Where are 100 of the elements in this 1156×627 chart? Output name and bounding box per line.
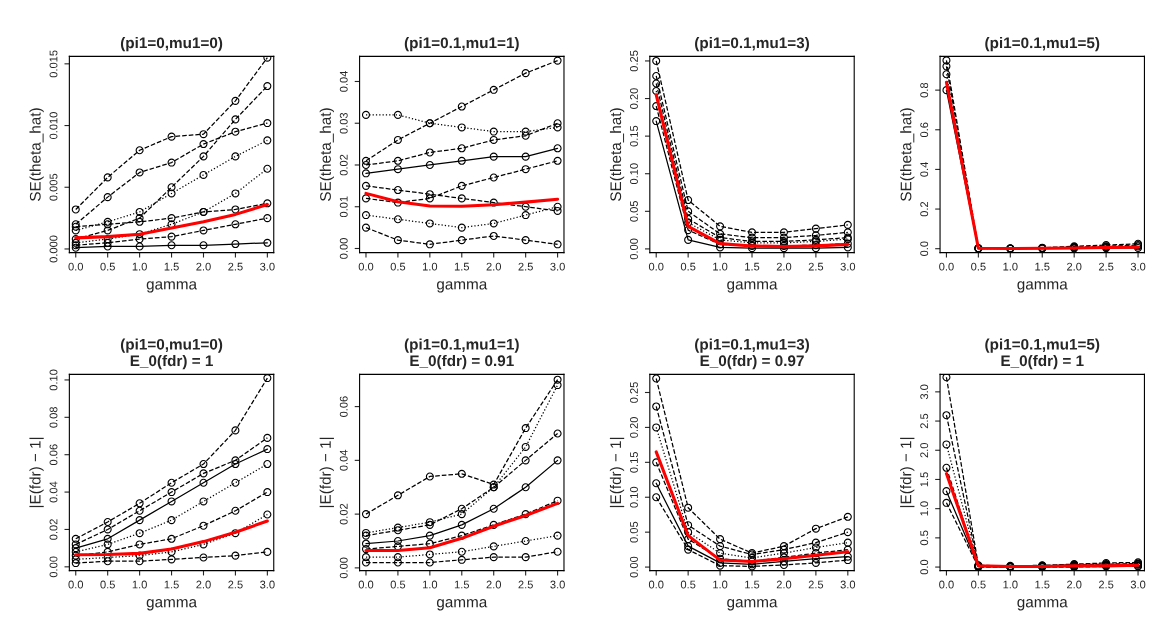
chart-title: (pi1=0.1,mu1=1) bbox=[404, 37, 519, 52]
x-tick-label: 2.5 bbox=[518, 580, 533, 589]
y-tick-label: 0.08 bbox=[49, 406, 58, 428]
x-axis-title: gamma bbox=[727, 599, 778, 611]
x-tick-label: 3.0 bbox=[1130, 262, 1146, 271]
x-tick-label: 2.0 bbox=[196, 262, 211, 271]
x-tick-label: 1.5 bbox=[164, 580, 179, 589]
x-tick-label: 2.5 bbox=[1098, 580, 1114, 589]
y-tick-label: 0.06 bbox=[339, 396, 348, 417]
x-tick-label: 1.0 bbox=[713, 262, 728, 271]
y-tick-label: 1.5 bbox=[920, 472, 929, 487]
y-tick-label: 0.20 bbox=[630, 88, 638, 109]
y-tick-label: 0.4 bbox=[920, 162, 929, 177]
x-tick-label: 2.5 bbox=[228, 580, 243, 589]
x-tick-label: 0.5 bbox=[971, 580, 986, 589]
x-tick-label: 2.0 bbox=[776, 262, 792, 271]
y-axis-title: SE(theta_hat) bbox=[609, 108, 625, 201]
x-tick-label: 1.0 bbox=[1003, 580, 1018, 589]
x-axis-title: gamma bbox=[436, 599, 488, 611]
x-tick-label: 3.0 bbox=[260, 262, 275, 271]
y-axis-title: SE(theta_hat) bbox=[29, 108, 44, 201]
y-tick-label: 0.6 bbox=[920, 122, 929, 138]
x-axis-title: gamma bbox=[727, 281, 778, 293]
y-tick-label: 0.00 bbox=[49, 556, 58, 578]
y-tick-label: 0.20 bbox=[630, 417, 638, 438]
y-tick-label: 0.5 bbox=[920, 530, 929, 546]
x-tick-label: 0.0 bbox=[68, 580, 84, 589]
x-tick-label: 0.0 bbox=[358, 262, 374, 271]
x-tick-label: 1.5 bbox=[164, 262, 179, 271]
x-tick-label: 3.0 bbox=[840, 262, 856, 271]
y-tick-label: 0.25 bbox=[630, 382, 638, 403]
x-tick-label: 2.0 bbox=[196, 580, 211, 589]
x-tick-label: 0.5 bbox=[100, 262, 115, 271]
y-tick-label: 0.02 bbox=[49, 519, 58, 540]
x-tick-label: 2.0 bbox=[1067, 262, 1082, 271]
y-tick-label: 0.15 bbox=[630, 125, 638, 147]
x-tick-label: 2.0 bbox=[486, 262, 502, 271]
x-tick-label: 3.0 bbox=[260, 580, 275, 589]
y-tick-label: 0.0 bbox=[920, 559, 929, 575]
y-tick-label: 0.04 bbox=[339, 449, 348, 471]
x-tick-label: 3.0 bbox=[550, 580, 565, 589]
chart-title: (pi1=0.1,mu1=5) E_0(fdr) = 1 bbox=[985, 338, 1100, 370]
x-tick-label: 2.0 bbox=[486, 580, 502, 589]
x-axis-title: gamma bbox=[1017, 281, 1068, 293]
x-tick-label: 0.0 bbox=[358, 580, 374, 589]
y-axis-title: |E(fdr) − 1| bbox=[29, 437, 44, 508]
y-tick-label: 0.05 bbox=[630, 200, 638, 222]
y-tick-label: 3.0 bbox=[920, 384, 929, 400]
y-axis-title: SE(theta_hat) bbox=[900, 108, 915, 201]
chart-title: (pi1=0,mu1=0) E_0(fdr) = 1 bbox=[120, 338, 223, 370]
x-tick-label: 1.0 bbox=[1003, 262, 1018, 271]
chart-title: (pi1=0,mu1=0) bbox=[120, 37, 223, 52]
x-tick-label: 0.5 bbox=[100, 580, 115, 589]
chart-title: (pi1=0.1,mu1=3) bbox=[695, 37, 809, 52]
y-tick-label: 0.010 bbox=[49, 112, 58, 140]
x-tick-label: 0.0 bbox=[939, 262, 954, 271]
y-tick-label: 2.5 bbox=[920, 413, 929, 429]
chart-title: (pi1=0.1,mu1=3) E_0(fdr) = 0.97 bbox=[695, 338, 809, 370]
x-tick-label: 1.0 bbox=[422, 262, 438, 271]
y-tick-label: 0.04 bbox=[49, 481, 58, 503]
x-tick-label: 3.0 bbox=[840, 580, 856, 589]
x-tick-label: 0.5 bbox=[390, 580, 406, 589]
y-tick-label: 0.03 bbox=[339, 112, 348, 134]
y-tick-label: 0.00 bbox=[630, 238, 638, 260]
x-tick-label: 1.5 bbox=[745, 262, 760, 271]
y-tick-label: 0.8 bbox=[920, 82, 929, 98]
chart-title: (pi1=0.1,mu1=5) bbox=[985, 37, 1100, 52]
x-tick-label: 2.5 bbox=[808, 580, 824, 589]
x-tick-label: 1.0 bbox=[132, 580, 147, 589]
y-tick-label: 0.00 bbox=[339, 238, 348, 259]
x-tick-label: 2.5 bbox=[808, 262, 824, 271]
y-tick-label: 0.00 bbox=[339, 557, 348, 579]
y-tick-label: 0.05 bbox=[630, 521, 638, 543]
y-tick-label: 0.0 bbox=[920, 241, 929, 256]
x-axis-title: gamma bbox=[436, 281, 488, 293]
x-tick-label: 1.5 bbox=[1035, 580, 1050, 589]
y-tick-label: 0.15 bbox=[630, 451, 638, 473]
y-tick-label: 0.01 bbox=[339, 196, 348, 218]
x-tick-label: 1.0 bbox=[132, 262, 147, 271]
x-tick-label: 1.0 bbox=[422, 580, 438, 589]
x-tick-label: 0.5 bbox=[680, 262, 696, 271]
y-axis-title: |E(fdr) − 1| bbox=[900, 437, 915, 508]
y-tick-label: 0.02 bbox=[339, 503, 348, 525]
y-tick-label: 1.0 bbox=[920, 501, 929, 516]
chart-title: (pi1=0.1,mu1=1) E_0(fdr) = 0.91 bbox=[404, 338, 519, 370]
y-tick-label: 0.015 bbox=[49, 50, 58, 78]
y-tick-label: 0.005 bbox=[49, 173, 58, 201]
x-tick-label: 1.5 bbox=[454, 262, 470, 271]
y-tick-label: 0.2 bbox=[920, 201, 929, 217]
x-tick-label: 1.0 bbox=[713, 580, 728, 589]
x-tick-label: 1.5 bbox=[454, 580, 470, 589]
y-tick-label: 0.10 bbox=[49, 369, 58, 391]
x-tick-label: 0.5 bbox=[390, 262, 406, 271]
x-tick-label: 2.0 bbox=[776, 580, 792, 589]
x-axis-title: gamma bbox=[146, 599, 198, 611]
x-tick-label: 0.5 bbox=[680, 580, 696, 589]
x-tick-label: 2.5 bbox=[228, 262, 243, 271]
x-tick-label: 0.5 bbox=[971, 262, 986, 271]
y-tick-label: 0.10 bbox=[630, 163, 638, 185]
y-tick-label: 0.10 bbox=[630, 486, 638, 508]
